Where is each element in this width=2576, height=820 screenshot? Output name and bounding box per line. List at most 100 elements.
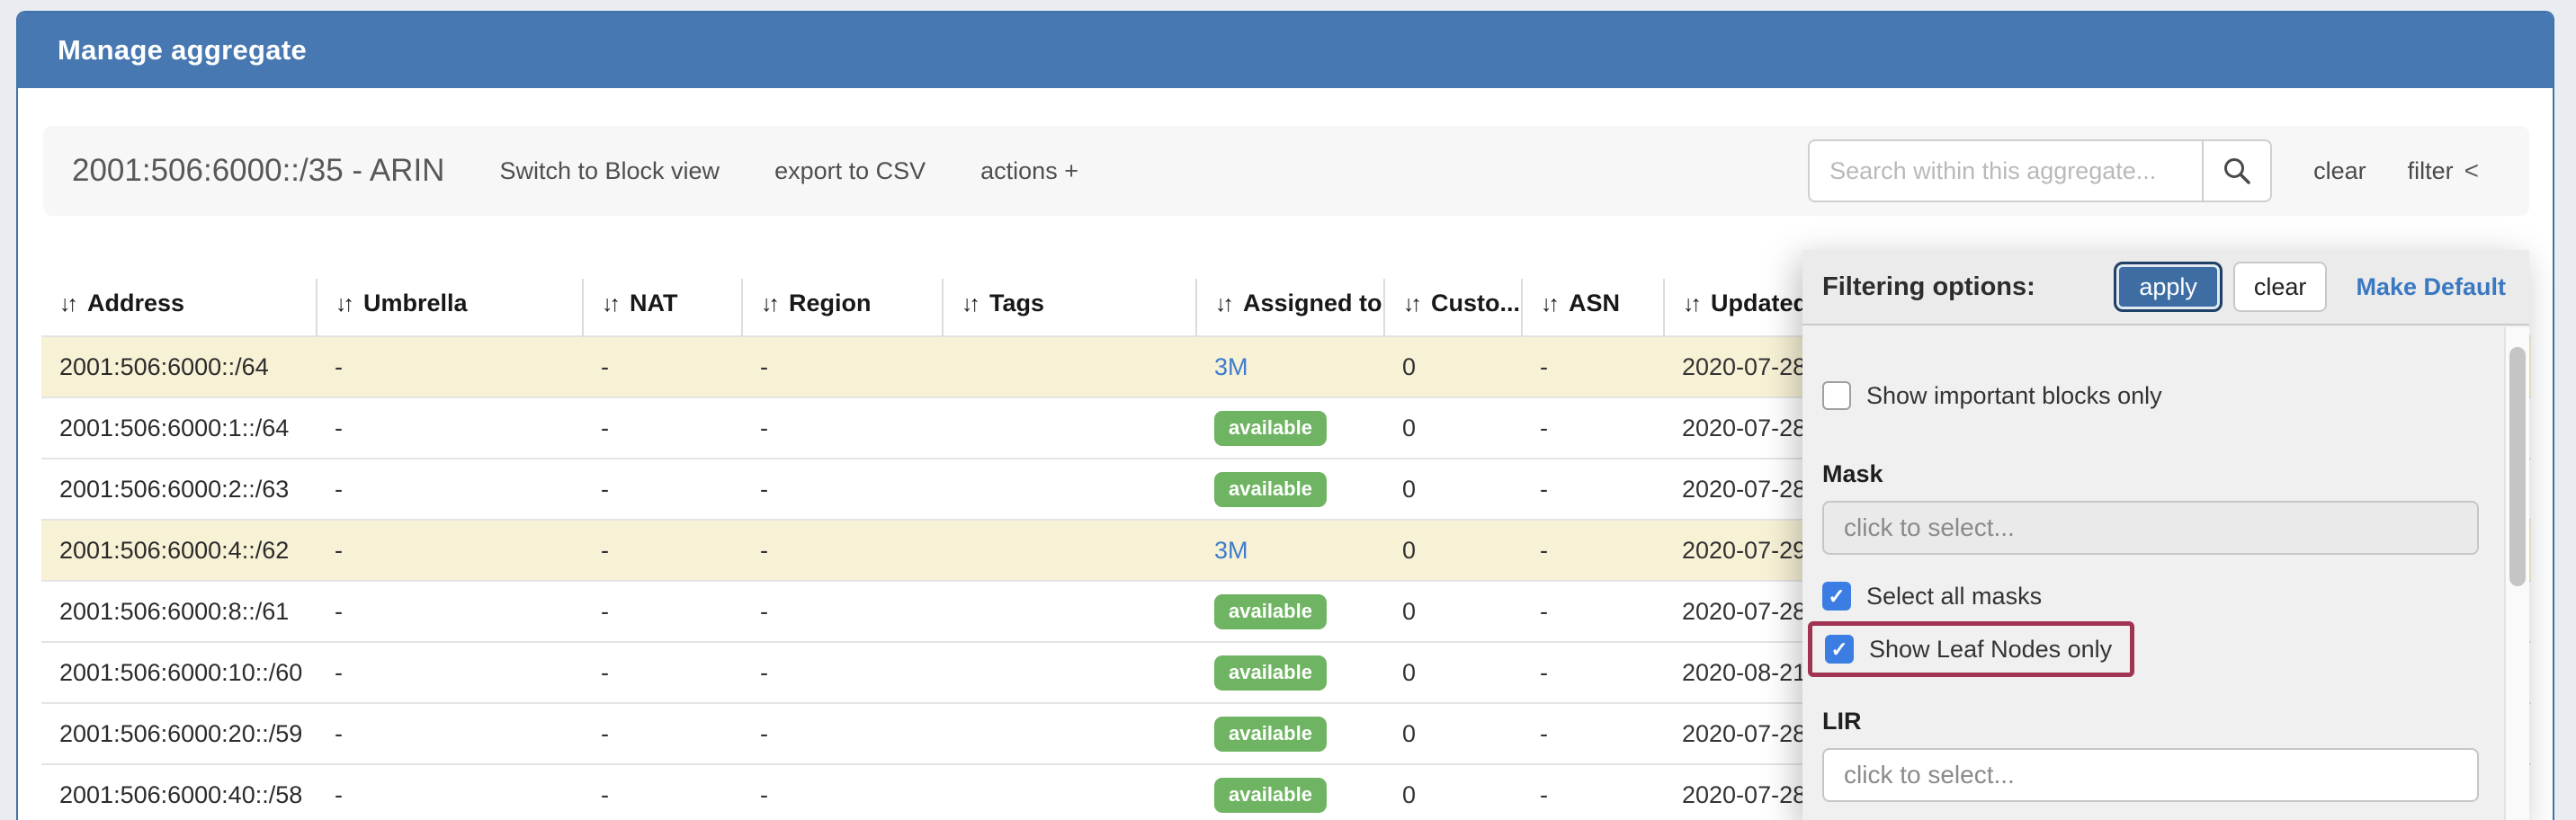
actions-menu-link[interactable]: actions + — [980, 156, 1078, 184]
window-header: Manage aggregate — [18, 13, 2553, 88]
column-header-tags[interactable]: ↓↑ Tags — [942, 279, 1196, 336]
cell-address: 2001:506:6000:4::/62 — [41, 519, 317, 581]
mask-select[interactable]: click to select... — [1822, 501, 2479, 555]
cell-address: 2001:506:6000::/64 — [41, 335, 317, 397]
cell-nat: - — [583, 397, 742, 459]
cell-assigned-to: available — [1196, 641, 1384, 703]
manage-aggregate-window: Manage aggregate 2001:506:6000::/35 - AR… — [16, 11, 2554, 820]
cell-tags — [943, 763, 1196, 820]
available-status-badge: available — [1214, 716, 1327, 752]
cell-assigned-to: available — [1196, 702, 1384, 764]
cell-customer: 0 — [1384, 519, 1522, 581]
cell-address: 2001:506:6000:8::/61 — [41, 580, 317, 642]
cell-customer: 0 — [1384, 335, 1522, 397]
leaf-nodes-checkbox[interactable]: ✓ — [1825, 635, 1854, 664]
important-blocks-option: ✓ Show important blocks only — [1822, 381, 2529, 410]
export-csv-link[interactable]: export to CSV — [774, 156, 926, 184]
lir-select[interactable]: click to select... — [1822, 748, 2479, 802]
available-status-badge: available — [1214, 655, 1327, 691]
cell-region: - — [742, 519, 943, 581]
cell-tags — [943, 335, 1196, 397]
filter-panel-header: Filtering options: apply clear Make Defa… — [1802, 250, 2529, 325]
cell-asn: - — [1522, 397, 1664, 459]
assigned-resource-link[interactable]: 3M — [1214, 352, 1248, 380]
clear-search-link[interactable]: clear — [2313, 156, 2366, 184]
switch-block-view-link[interactable]: Switch to Block view — [499, 156, 720, 184]
column-header-region[interactable]: ↓↑ Region — [741, 279, 943, 336]
cell-tags — [943, 519, 1196, 581]
column-header-custo[interactable]: ↓↑ Custo... — [1383, 279, 1522, 336]
filter-toggle-label: filter — [2407, 157, 2454, 184]
cell-assigned-to: available — [1196, 397, 1384, 459]
filter-toggle-link[interactable]: filter < — [2408, 156, 2479, 185]
aggregate-title: 2001:506:6000::/35 - ARIN — [72, 153, 445, 188]
assigned-resource-link[interactable]: 3M — [1214, 536, 1248, 564]
sort-icon: ↓↑ — [1403, 291, 1422, 316]
cell-region: - — [742, 702, 943, 764]
cell-asn: - — [1522, 335, 1664, 397]
scrollbar-thumb[interactable] — [2509, 347, 2526, 586]
important-blocks-label: Show important blocks only — [1866, 381, 2162, 409]
search-button[interactable] — [2202, 139, 2273, 202]
select-all-masks-checkbox[interactable]: ✓ — [1822, 582, 1851, 611]
cell-address: 2001:506:6000:1::/64 — [41, 397, 317, 459]
cell-customer: 0 — [1384, 397, 1522, 459]
sort-icon: ↓↑ — [59, 291, 78, 316]
cell-umbrella: - — [317, 397, 583, 459]
column-header-address[interactable]: ↓↑ Address — [59, 290, 185, 316]
filtering-options-panel: Filtering options: apply clear Make Defa… — [1802, 250, 2529, 820]
cell-umbrella: - — [317, 702, 583, 764]
make-default-link[interactable]: Make Default — [2356, 272, 2506, 300]
mask-section-label: Mask — [1822, 460, 1883, 487]
lir-select-placeholder: click to select... — [1844, 761, 2015, 789]
cell-customer: 0 — [1384, 458, 1522, 520]
sort-icon: ↓↑ — [1683, 291, 1702, 316]
cell-tags — [943, 702, 1196, 764]
apply-filter-button[interactable]: apply — [2114, 262, 2223, 312]
cell-nat: - — [583, 580, 742, 642]
cell-assigned-to: 3M — [1196, 519, 1384, 581]
cell-umbrella: - — [317, 580, 583, 642]
cell-umbrella: - — [317, 763, 583, 820]
search-input[interactable] — [1808, 139, 2203, 202]
cell-nat: - — [583, 458, 742, 520]
chevron-left-icon: < — [2464, 156, 2479, 184]
column-header-nat[interactable]: ↓↑ NAT — [582, 279, 742, 336]
leaf-nodes-option: ✓ Show Leaf Nodes only — [1825, 635, 2112, 664]
clear-filter-button[interactable]: clear — [2232, 262, 2328, 312]
cell-region: - — [742, 641, 943, 703]
cell-asn: - — [1522, 702, 1664, 764]
cell-region: - — [742, 580, 943, 642]
select-all-masks-label: Select all masks — [1866, 582, 2043, 610]
cell-tags — [943, 397, 1196, 459]
cell-customer: 0 — [1384, 763, 1522, 820]
cell-umbrella: - — [317, 335, 583, 397]
cell-umbrella: - — [317, 641, 583, 703]
lir-section-label: LIR — [1822, 708, 1862, 735]
important-blocks-checkbox[interactable]: ✓ — [1822, 381, 1851, 410]
cell-asn: - — [1522, 641, 1664, 703]
cell-region: - — [742, 397, 943, 459]
cell-assigned-to: available — [1196, 763, 1384, 820]
column-header-asn[interactable]: ↓↑ ASN — [1521, 279, 1664, 336]
aggregate-toolbar: 2001:506:6000::/35 - ARIN Switch to Bloc… — [43, 126, 2529, 216]
cell-nat: - — [583, 519, 742, 581]
cell-assigned-to: available — [1196, 580, 1384, 642]
filter-panel-scrollbar[interactable] — [2504, 327, 2529, 820]
cell-asn: - — [1522, 763, 1664, 820]
cell-assigned-to: available — [1196, 458, 1384, 520]
cell-customer: 0 — [1384, 580, 1522, 642]
sort-icon: ↓↑ — [761, 291, 780, 316]
cell-tags — [943, 580, 1196, 642]
column-header-assigned-to[interactable]: ↓↑ Assigned to — [1195, 279, 1384, 336]
cell-region: - — [742, 335, 943, 397]
leaf-nodes-highlight-box: ✓ Show Leaf Nodes only — [1808, 621, 2135, 677]
available-status-badge: available — [1214, 593, 1327, 629]
leaf-nodes-label: Show Leaf Nodes only — [1869, 635, 2113, 663]
search-icon — [2222, 156, 2252, 186]
cell-region: - — [742, 458, 943, 520]
cell-umbrella: - — [317, 458, 583, 520]
column-header-umbrella[interactable]: ↓↑ Umbrella — [316, 279, 583, 336]
sort-icon: ↓↑ — [335, 291, 354, 316]
